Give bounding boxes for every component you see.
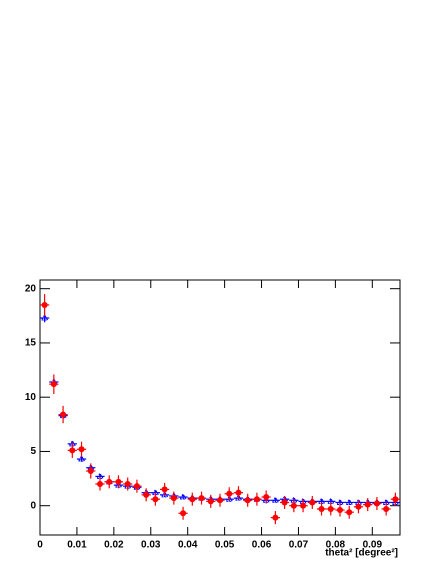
x-tick-label: 0.01: [67, 540, 87, 551]
point: [87, 467, 94, 474]
point: [40, 314, 49, 321]
x-tick-label: 0: [37, 540, 43, 551]
point: [180, 510, 187, 517]
x-tick-label: 0.07: [289, 540, 309, 551]
point: [272, 514, 279, 521]
point: [309, 499, 316, 506]
point: [207, 498, 214, 505]
x-tick-label: 0.05: [215, 540, 235, 551]
point: [97, 481, 103, 487]
point: [235, 489, 242, 496]
point: [189, 496, 196, 503]
point: [50, 381, 57, 388]
point: [392, 496, 399, 503]
y-tick-label: 15: [25, 338, 37, 349]
point: [253, 496, 260, 503]
y-tick-label: 10: [25, 392, 37, 403]
x-tick-label: 0.02: [104, 540, 124, 551]
x-axis-label: theta² [degree²]: [325, 548, 398, 559]
x-tick-label: 0.09: [363, 540, 383, 551]
point: [300, 502, 307, 509]
point: [364, 501, 371, 508]
point: [133, 483, 140, 490]
point: [373, 500, 380, 507]
point: [327, 505, 334, 512]
point: [318, 505, 325, 512]
point: [69, 447, 76, 454]
point: [60, 411, 67, 418]
point: [271, 496, 280, 503]
y-tick-label: 20: [25, 283, 37, 294]
x-tick-label: 0.04: [178, 540, 198, 551]
point: [198, 495, 205, 502]
point: [234, 494, 243, 501]
point: [355, 503, 362, 510]
point: [290, 502, 297, 509]
point: [77, 455, 86, 462]
point: [115, 478, 122, 485]
point: [179, 493, 187, 500]
point: [143, 491, 150, 498]
plot-frame: [39, 279, 401, 536]
point: [225, 495, 234, 502]
point: [263, 494, 270, 501]
point: [170, 495, 177, 502]
point: [106, 478, 113, 485]
point: [41, 301, 48, 308]
point: [226, 490, 233, 497]
point: [244, 497, 251, 504]
point: [281, 499, 288, 506]
point: [152, 496, 159, 503]
point: [345, 498, 354, 505]
x-tick-label: 0.08: [326, 540, 346, 551]
point: [383, 505, 390, 512]
x-tick-label: 0.03: [141, 540, 161, 551]
point: [78, 446, 85, 453]
y-tick-label: 5: [30, 446, 36, 457]
point: [337, 507, 343, 514]
y-tick-label: 0: [30, 500, 36, 511]
x-tick-label: 0.06: [252, 540, 272, 551]
point: [161, 486, 168, 493]
point: [346, 509, 353, 516]
point: [124, 481, 131, 487]
point: [217, 497, 223, 504]
